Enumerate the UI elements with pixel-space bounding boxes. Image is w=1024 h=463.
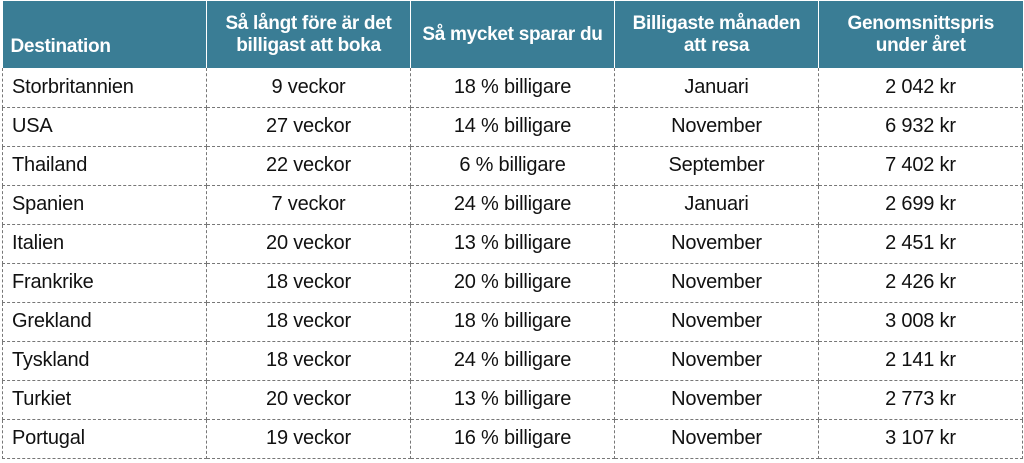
header-average-price: Genomsnittspris under året <box>818 1 1023 68</box>
cell-book-ahead: 20 veckor <box>206 380 411 420</box>
table-row: Spanien 7 veckor 24 % billigare Januari 2 69… <box>2 185 1023 225</box>
cell-book-ahead: 18 veckor <box>206 302 411 342</box>
cell-cheapest-month: September <box>614 146 819 186</box>
cell-savings: 18 % billigare <box>410 68 615 108</box>
cell-cheapest-month: November <box>614 224 819 264</box>
table-row: Italien 20 veckor 13 % billigare November 2 … <box>2 224 1023 264</box>
cell-average-price: 2 773 kr <box>818 380 1023 420</box>
table-header: Destination Så långt före är det billiga… <box>2 1 1023 68</box>
header-cheapest-month: Billigaste månaden att resa <box>614 1 819 68</box>
cell-cheapest-month: November <box>614 380 819 420</box>
cell-book-ahead: 18 veckor <box>206 341 411 381</box>
cell-savings: 6 % billigare <box>410 146 615 186</box>
cell-average-price: 3 008 kr <box>818 302 1023 342</box>
cell-cheapest-month: Januari <box>614 68 819 108</box>
cell-average-price: 2 042 kr <box>818 68 1023 108</box>
cell-cheapest-month: November <box>614 302 819 342</box>
table-row: USA 27 veckor 14 % billigare November 6 932 … <box>2 107 1023 147</box>
cell-destination: USA <box>2 107 207 147</box>
cell-savings: 16 % billigare <box>410 419 615 459</box>
cell-book-ahead: 27 veckor <box>206 107 411 147</box>
cell-savings: 13 % billigare <box>410 224 615 264</box>
cell-destination: Spanien <box>2 185 207 225</box>
header-destination: Destination <box>2 1 207 68</box>
cell-average-price: 2 141 kr <box>818 341 1023 381</box>
header-book-ahead: Så långt före är det billigast att boka <box>206 1 411 68</box>
cell-destination: Turkiet <box>2 380 207 420</box>
cell-destination: Portugal <box>2 419 207 459</box>
cell-destination: Storbritannien <box>2 68 207 108</box>
cell-average-price: 7 402 kr <box>818 146 1023 186</box>
cell-average-price: 2 699 kr <box>818 185 1023 225</box>
cell-cheapest-month: November <box>614 107 819 147</box>
cell-book-ahead: 18 veckor <box>206 263 411 303</box>
cell-book-ahead: 20 veckor <box>206 224 411 264</box>
table-row: Storbritannien 9 veckor 18 % billigare Janu… <box>2 68 1023 108</box>
cell-book-ahead: 19 veckor <box>206 419 411 459</box>
cell-savings: 20 % billigare <box>410 263 615 303</box>
table-body: Storbritannien 9 veckor 18 % billigare Janu… <box>2 68 1023 459</box>
cell-average-price: 2 451 kr <box>818 224 1023 264</box>
cell-average-price: 3 107 kr <box>818 419 1023 459</box>
cell-destination: Italien <box>2 224 207 264</box>
cell-book-ahead: 22 veckor <box>206 146 411 186</box>
cell-cheapest-month: November <box>614 341 819 381</box>
cell-book-ahead: 9 veckor <box>206 68 411 108</box>
cell-savings: 14 % billigare <box>410 107 615 147</box>
table-row: Portugal 19 veckor 16 % billigare November 3… <box>2 419 1023 459</box>
cell-average-price: 2 426 kr <box>818 263 1023 303</box>
cell-average-price: 6 932 kr <box>818 107 1023 147</box>
cell-cheapest-month: November <box>614 263 819 303</box>
cell-destination: Thailand <box>2 146 207 186</box>
header-row: Destination Så långt före är det billiga… <box>2 1 1023 68</box>
table-row: Grekland 18 veckor 18 % billigare November 3… <box>2 302 1023 342</box>
table-row: Turkiet 20 veckor 13 % billigare November 2 … <box>2 380 1023 420</box>
cell-destination: Tyskland <box>2 341 207 381</box>
cell-cheapest-month: November <box>614 419 819 459</box>
cell-destination: Grekland <box>2 302 207 342</box>
cell-cheapest-month: Januari <box>614 185 819 225</box>
cell-destination: Frankrike <box>2 263 207 303</box>
header-savings: Så mycket sparar du <box>410 1 615 68</box>
table-row: Tyskland 18 veckor 24 % billigare November 2… <box>2 341 1023 381</box>
cell-savings: 18 % billigare <box>410 302 615 342</box>
table-row: Frankrike 18 veckor 20 % billigare November… <box>2 263 1023 303</box>
cell-savings: 13 % billigare <box>410 380 615 420</box>
cell-book-ahead: 7 veckor <box>206 185 411 225</box>
cell-savings: 24 % billigare <box>410 185 615 225</box>
cell-savings: 24 % billigare <box>410 341 615 381</box>
table-row: Thailand 22 veckor 6 % billigare September 7… <box>2 146 1023 186</box>
